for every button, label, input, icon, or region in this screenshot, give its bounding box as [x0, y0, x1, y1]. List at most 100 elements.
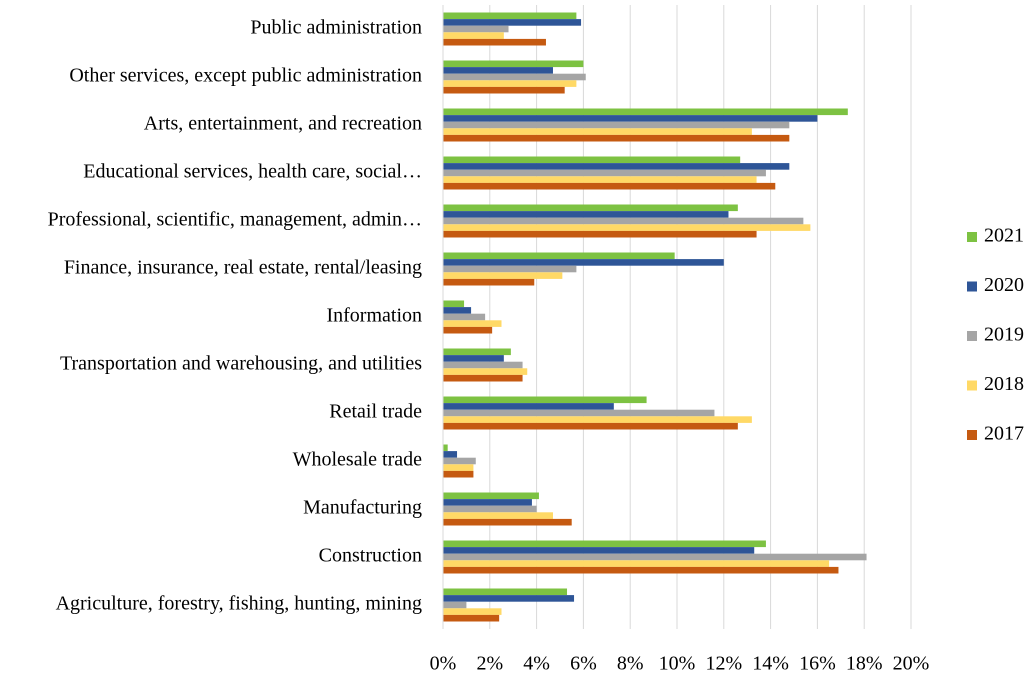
y-tick-label: Construction	[319, 545, 422, 567]
y-tick-label: Finance, insurance, real estate, rental/…	[64, 257, 422, 279]
y-tick-label: Agriculture, forestry, fishing, hunting,…	[56, 593, 422, 615]
x-tick-label: 16%	[799, 653, 836, 675]
bar	[443, 121, 790, 129]
bar	[443, 422, 738, 430]
bar	[443, 492, 539, 500]
x-tick-label: 8%	[617, 653, 644, 675]
bar	[443, 512, 553, 519]
bar	[443, 272, 563, 279]
bar	[443, 540, 766, 548]
bar	[443, 38, 546, 46]
bar	[443, 396, 647, 404]
bar	[443, 265, 577, 273]
bar	[443, 108, 848, 116]
bar	[443, 25, 509, 33]
bar	[443, 403, 614, 410]
x-tick-label: 10%	[659, 653, 696, 675]
bar	[443, 374, 523, 382]
bar	[443, 505, 537, 513]
x-tick-label: 6%	[570, 653, 597, 675]
bar	[443, 176, 757, 183]
bar	[443, 355, 504, 362]
bar	[443, 86, 565, 94]
y-tick-label: Educational services, health care, socia…	[83, 161, 422, 183]
bar	[443, 560, 830, 567]
bar	[443, 128, 752, 135]
legend-label: 2020	[984, 274, 1024, 296]
bar	[443, 326, 493, 334]
y-tick-label: Arts, entertainment, and recreation	[144, 113, 422, 135]
x-tick-label: 0%	[430, 653, 457, 675]
bar	[443, 12, 577, 20]
y-tick-label: Professional, scientific, management, ad…	[48, 209, 422, 231]
legend-swatch	[967, 380, 977, 391]
legend-swatch	[967, 430, 977, 440]
bar	[443, 368, 528, 375]
x-tick-label: 18%	[846, 653, 883, 675]
legend-swatch	[967, 331, 977, 341]
bar	[443, 307, 472, 314]
bar	[443, 204, 738, 212]
bar	[443, 252, 675, 260]
bar	[443, 547, 755, 554]
bar	[443, 163, 790, 170]
bar	[443, 348, 511, 356]
x-tick-label: 4%	[523, 653, 550, 675]
bar	[443, 230, 757, 238]
legend-label: 2018	[984, 373, 1024, 395]
y-tick-label: Other services, except public administra…	[69, 65, 422, 87]
bar	[443, 67, 553, 74]
bar	[443, 19, 582, 26]
bar	[443, 608, 502, 615]
bar	[443, 115, 818, 122]
bar	[443, 169, 766, 177]
bar	[443, 32, 504, 39]
bar	[443, 566, 839, 574]
bar	[443, 259, 724, 266]
y-tick-label: Wholesale trade	[293, 449, 422, 471]
bar	[443, 300, 465, 308]
bar	[443, 182, 776, 190]
bar	[443, 614, 500, 622]
y-tick-label: Public administration	[250, 17, 422, 39]
y-tick-label: Manufacturing	[303, 497, 422, 519]
legend-swatch	[967, 232, 977, 242]
bar	[443, 320, 502, 327]
bar	[443, 588, 568, 596]
bar	[443, 313, 486, 321]
bar	[443, 156, 741, 164]
x-tick-label: 14%	[752, 653, 789, 675]
bar	[443, 409, 715, 417]
bar	[443, 73, 586, 81]
bar	[443, 217, 804, 225]
bar	[443, 361, 523, 369]
x-tick-label: 2%	[476, 653, 503, 675]
bar	[443, 134, 790, 142]
bar	[443, 457, 476, 465]
legend-label: 2019	[984, 324, 1024, 346]
y-tick-label: Transportation and warehousing, and util…	[60, 353, 422, 375]
y-tick-label: Retail trade	[329, 401, 422, 423]
bar	[443, 211, 729, 218]
bar	[443, 464, 474, 471]
x-tick-label: 12%	[705, 653, 742, 675]
bar	[443, 470, 474, 478]
legend-label: 2017	[984, 423, 1024, 445]
bar	[443, 518, 572, 526]
bar	[443, 278, 535, 286]
bar	[443, 601, 467, 609]
legend-label: 2021	[984, 225, 1024, 247]
bar	[443, 499, 532, 506]
legend-swatch	[967, 281, 977, 292]
bar	[443, 224, 811, 231]
bar	[443, 595, 575, 602]
bar	[443, 80, 577, 87]
bar	[443, 444, 448, 452]
y-tick-label: Information	[326, 305, 422, 327]
bar	[443, 416, 752, 423]
bar	[443, 60, 584, 68]
x-tick-label: 20%	[893, 653, 930, 675]
bar	[443, 451, 458, 458]
bar	[443, 553, 867, 561]
